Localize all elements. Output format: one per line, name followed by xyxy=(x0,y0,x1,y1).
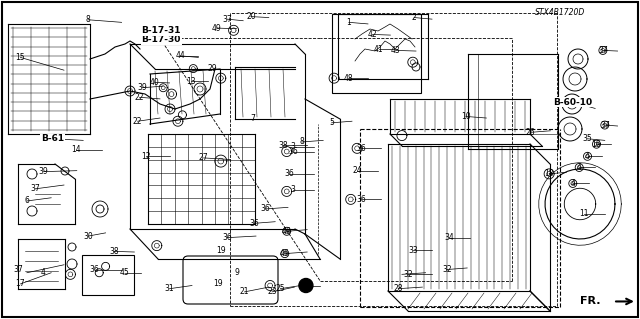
Text: STX4B1720D: STX4B1720D xyxy=(535,8,585,17)
Circle shape xyxy=(299,278,313,293)
Text: 24: 24 xyxy=(352,166,362,175)
Text: 35: 35 xyxy=(582,134,593,143)
Text: 4: 4 xyxy=(577,163,582,172)
Text: 25: 25 xyxy=(275,284,285,293)
Bar xyxy=(332,14,421,93)
Text: 38: 38 xyxy=(278,141,288,150)
Text: 4: 4 xyxy=(585,152,590,161)
Text: 39: 39 xyxy=(137,83,147,92)
Text: 45: 45 xyxy=(120,268,130,277)
Text: B-17-30: B-17-30 xyxy=(141,35,181,44)
Text: 46: 46 xyxy=(282,227,292,236)
Text: 16: 16 xyxy=(591,140,602,149)
Text: 9: 9 xyxy=(234,268,239,277)
Text: 19: 19 xyxy=(216,246,226,255)
Text: 36: 36 xyxy=(356,195,367,204)
Text: 42: 42 xyxy=(367,30,378,39)
Text: 5: 5 xyxy=(329,118,334,127)
Text: 44: 44 xyxy=(175,51,186,60)
Text: 17: 17 xyxy=(15,279,26,288)
Text: 4: 4 xyxy=(570,179,575,188)
Text: 41: 41 xyxy=(374,45,384,54)
Text: 20: 20 xyxy=(246,12,256,21)
Text: 4: 4 xyxy=(41,268,46,277)
Text: 36: 36 xyxy=(260,204,271,213)
Bar xyxy=(82,255,134,295)
Text: 23: 23 xyxy=(267,287,277,296)
Text: 15: 15 xyxy=(15,53,26,62)
Text: 36: 36 xyxy=(250,219,260,228)
Text: 37: 37 xyxy=(598,46,608,55)
Text: 36: 36 xyxy=(222,233,232,242)
Text: 12: 12 xyxy=(141,152,150,161)
Text: 48: 48 xyxy=(344,74,354,83)
Text: 49: 49 xyxy=(211,24,221,33)
Text: 8: 8 xyxy=(86,15,91,24)
Text: 46: 46 xyxy=(280,249,290,258)
Text: 34: 34 xyxy=(444,233,454,242)
Text: 43: 43 xyxy=(390,46,401,55)
Text: 22: 22 xyxy=(133,117,142,126)
Text: 18: 18 xyxy=(545,169,554,178)
Text: B-61: B-61 xyxy=(41,134,64,143)
Text: B-60-10: B-60-10 xyxy=(553,98,593,107)
Text: 6: 6 xyxy=(24,197,29,205)
Text: FR.: FR. xyxy=(580,296,600,307)
Text: 8: 8 xyxy=(300,137,305,146)
Text: 2: 2 xyxy=(412,13,417,22)
Text: 3: 3 xyxy=(291,185,296,194)
Text: 11: 11 xyxy=(579,209,588,218)
Text: 33: 33 xyxy=(408,246,418,255)
Text: 38: 38 xyxy=(109,247,119,256)
Text: 32: 32 xyxy=(403,270,413,279)
Text: 36: 36 xyxy=(284,169,294,178)
Text: 30: 30 xyxy=(83,232,93,241)
Text: 37: 37 xyxy=(30,184,40,193)
Text: 36: 36 xyxy=(288,147,298,156)
Text: 28: 28 xyxy=(394,284,403,293)
Text: 32: 32 xyxy=(442,265,452,274)
Text: 39: 39 xyxy=(38,167,49,176)
Text: 47: 47 xyxy=(301,281,311,290)
Text: 13: 13 xyxy=(186,77,196,86)
Text: 37: 37 xyxy=(600,121,610,130)
Text: 14: 14 xyxy=(70,145,81,154)
Text: B-17-31: B-17-31 xyxy=(141,26,181,35)
Text: 21: 21 xyxy=(240,287,249,296)
Text: 10: 10 xyxy=(461,112,471,121)
Text: 19: 19 xyxy=(212,279,223,288)
Text: 22: 22 xyxy=(135,93,144,102)
Text: 40: 40 xyxy=(150,78,160,87)
Text: 36: 36 xyxy=(356,144,367,153)
Text: 26: 26 xyxy=(525,128,535,137)
Text: 1: 1 xyxy=(346,18,351,27)
Text: 36: 36 xyxy=(90,265,100,274)
Text: 37: 37 xyxy=(222,15,232,24)
Text: 7: 7 xyxy=(250,114,255,122)
Text: 29: 29 xyxy=(207,64,218,73)
Text: 31: 31 xyxy=(164,284,175,293)
Text: 27: 27 xyxy=(198,153,209,162)
Text: 37: 37 xyxy=(13,265,23,274)
Text: 3: 3 xyxy=(291,142,296,151)
